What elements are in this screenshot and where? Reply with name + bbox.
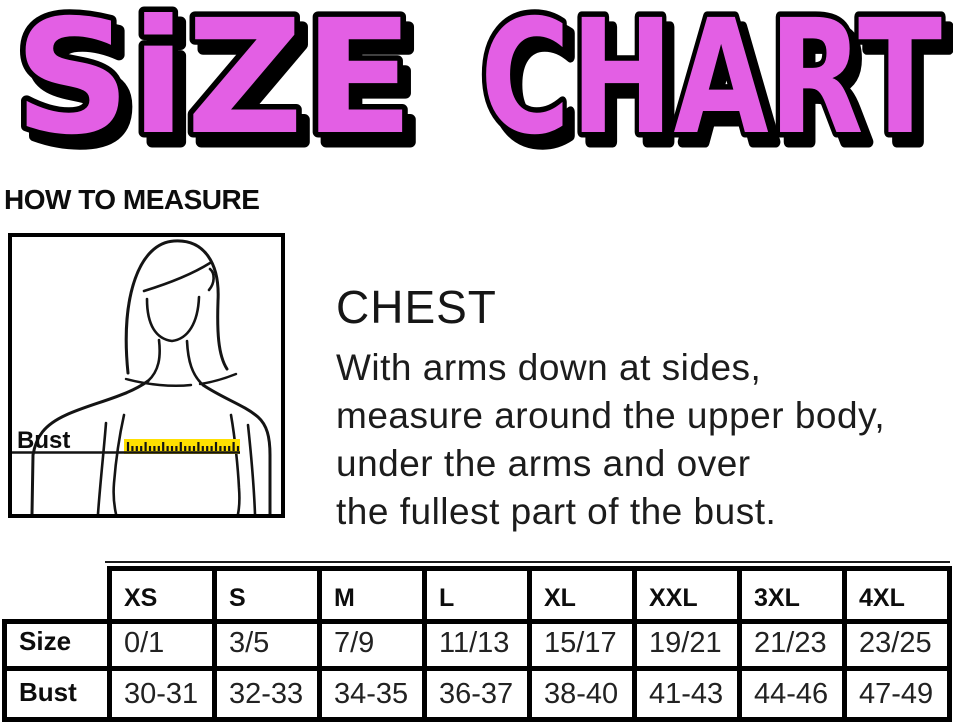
size-cell: 0/1 <box>107 619 217 671</box>
col-header-xs: XS <box>107 566 217 624</box>
size-cell: 15/17 <box>527 619 637 671</box>
title-word-chart: CHART <box>480 0 942 168</box>
measure-figure-box: Bust <box>8 233 285 518</box>
title-word-size: SiZE <box>14 0 414 168</box>
size-row: Size 0/1 3/5 7/9 11/13 15/17 19/21 21/23… <box>2 619 952 671</box>
figure-line-art <box>30 239 272 514</box>
col-header-3xl: 3XL <box>737 566 847 624</box>
col-header-4xl: 4XL <box>842 566 952 624</box>
bust-cell: 34-35 <box>317 666 427 722</box>
chest-instruction-line: With arms down at sides, <box>336 347 762 388</box>
size-cell: 11/13 <box>422 619 532 671</box>
how-to-measure-heading: HOW TO MEASURE <box>4 184 260 215</box>
size-cell: 3/5 <box>212 619 322 671</box>
title-word-chart-shadow: CHART <box>488 0 950 168</box>
chest-instruction-text: With arms down at sides, measure around … <box>336 344 951 536</box>
size-cell: 21/23 <box>737 619 847 671</box>
bust-cell: 38-40 <box>527 666 637 722</box>
bust-cell: 30-31 <box>107 666 217 722</box>
chest-instruction-line: measure around the upper body, <box>336 395 886 436</box>
row-label-bust: Bust <box>2 666 112 722</box>
col-header-m: M <box>317 566 427 624</box>
size-table: XS S M L XL XXL 3XL 4XL Size 0/1 3/5 7/9… <box>2 566 952 722</box>
woman-figure-illustration: Bust <box>12 239 272 514</box>
size-table-header-row: XS S M L XL XXL 3XL 4XL <box>5 566 952 624</box>
size-cell: 7/9 <box>317 619 427 671</box>
title-word-size-shadow: SiZE <box>22 0 422 168</box>
chest-heading: CHEST <box>336 281 497 333</box>
chest-instruction-line: under the arms and over <box>336 443 751 484</box>
bust-cell: 36-37 <box>422 666 532 722</box>
size-chart-title: SiZE CHART SiZE CHART <box>9 0 953 168</box>
chest-instruction-line: the fullest part of the bust. <box>336 491 777 532</box>
table-top-rule <box>105 561 950 563</box>
table-corner-cell <box>5 569 110 622</box>
bust-cell: 32-33 <box>212 666 322 722</box>
row-label-size: Size <box>2 619 112 671</box>
chest-instructions-section: CHEST With arms down at sides, measure a… <box>336 280 951 536</box>
col-header-s: S <box>212 566 322 624</box>
bust-cell: 47-49 <box>842 666 952 722</box>
bust-cell: 41-43 <box>632 666 742 722</box>
col-header-l: L <box>422 566 532 624</box>
col-header-xl: XL <box>527 566 637 624</box>
bust-cell: 44-46 <box>737 666 847 722</box>
bust-label: Bust <box>17 427 70 454</box>
size-cell: 23/25 <box>842 619 952 671</box>
bust-row: Bust 30-31 32-33 34-35 36-37 38-40 41-43… <box>2 666 952 722</box>
col-header-xxl: XXL <box>632 566 742 624</box>
size-cell: 19/21 <box>632 619 742 671</box>
tape-ruler-ticks <box>126 442 240 451</box>
